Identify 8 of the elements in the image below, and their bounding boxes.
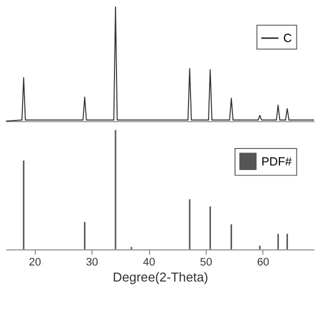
x-tick-label: 20 [28, 256, 42, 269]
x-tick-label: 50 [200, 256, 212, 269]
legend-label: PDF# [261, 154, 292, 168]
legend-label: C [283, 31, 292, 46]
x-tick-label: 60 [257, 256, 270, 269]
x-tick-label: 40 [143, 256, 156, 269]
x-axis-title: Degree(2-Theta) [112, 270, 208, 285]
x-tick-label: 30 [86, 256, 98, 269]
